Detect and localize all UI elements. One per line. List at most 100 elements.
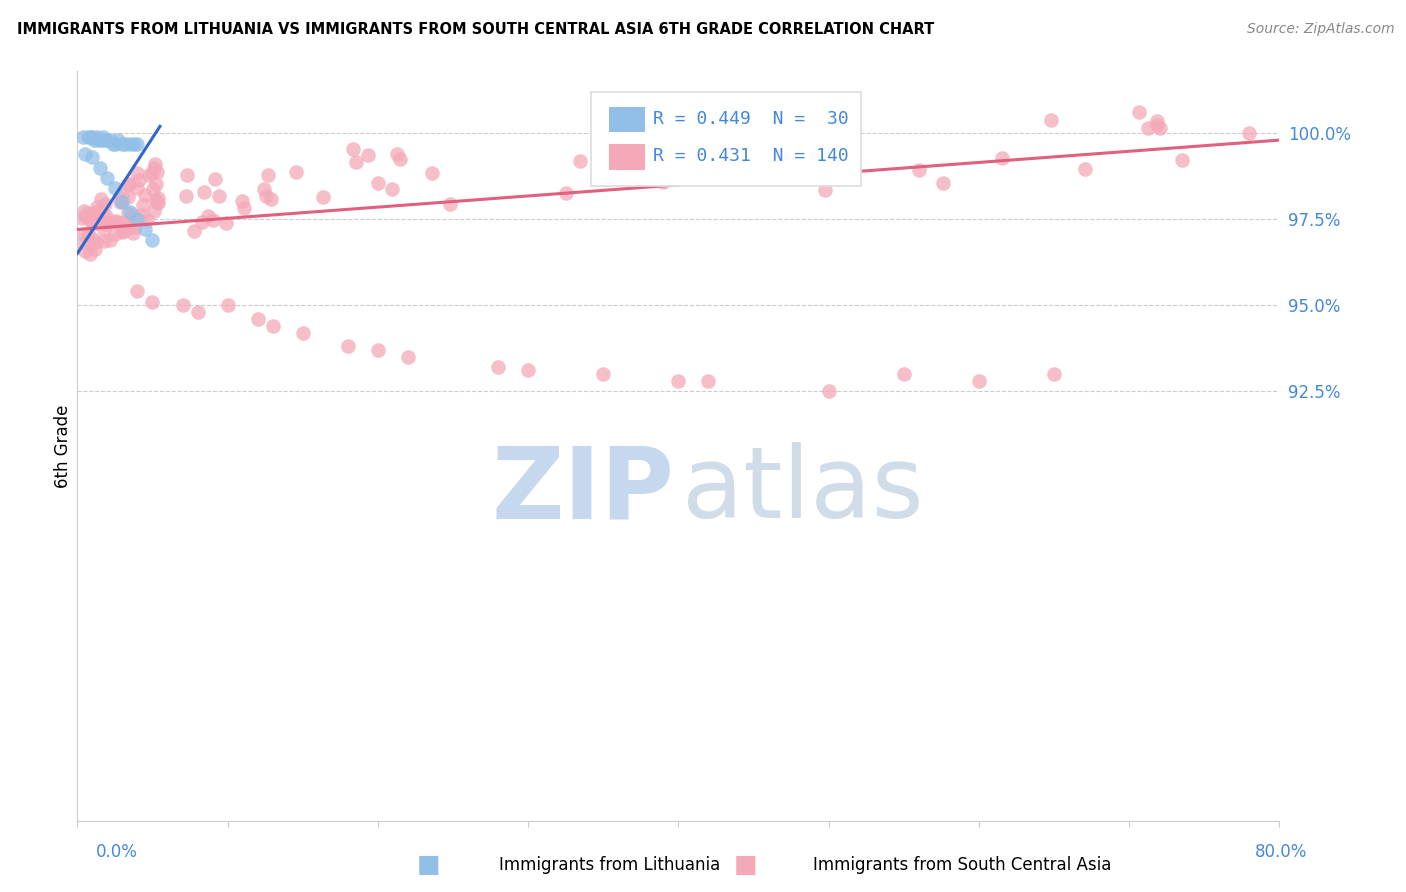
Point xyxy=(367,343,389,357)
Point xyxy=(197,209,219,223)
Point xyxy=(204,172,226,186)
Point xyxy=(117,221,139,235)
Point xyxy=(141,166,163,180)
Text: IMMIGRANTS FROM LITHUANIA VS IMMIGRANTS FROM SOUTH CENTRAL ASIA 6TH GRADE CORREL: IMMIGRANTS FROM LITHUANIA VS IMMIGRANTS … xyxy=(17,22,934,37)
Point xyxy=(385,147,408,161)
Point xyxy=(344,155,367,169)
Point xyxy=(111,187,134,202)
Point xyxy=(122,226,145,240)
Text: 80.0%: 80.0% xyxy=(1256,843,1308,861)
Point xyxy=(202,212,225,227)
Point xyxy=(122,208,145,222)
Point xyxy=(98,233,121,247)
Point xyxy=(108,195,131,210)
Point xyxy=(93,211,115,225)
Point xyxy=(70,211,93,226)
Text: ZIP: ZIP xyxy=(492,442,675,540)
Point xyxy=(420,166,443,180)
Point xyxy=(146,195,169,210)
Point xyxy=(103,136,125,151)
Point xyxy=(367,176,389,190)
Point xyxy=(127,180,149,194)
Point xyxy=(86,129,108,144)
Point xyxy=(73,203,96,218)
Point xyxy=(837,136,859,150)
Point xyxy=(259,192,281,206)
Point xyxy=(146,164,169,178)
Point xyxy=(93,197,115,211)
Point xyxy=(112,224,135,238)
Point xyxy=(114,136,136,151)
Point xyxy=(125,165,148,179)
Point xyxy=(246,311,269,326)
Point xyxy=(117,177,139,191)
Point xyxy=(127,212,149,227)
Point xyxy=(127,136,149,151)
Point xyxy=(131,208,153,222)
Point xyxy=(651,175,673,189)
Point xyxy=(138,168,160,182)
Point xyxy=(336,339,359,353)
Point xyxy=(73,244,96,259)
Point xyxy=(253,181,276,195)
Point xyxy=(124,219,146,234)
Point xyxy=(486,359,509,374)
Text: atlas: atlas xyxy=(682,442,924,540)
Point xyxy=(84,205,107,219)
Text: ■: ■ xyxy=(418,854,440,877)
Point xyxy=(208,188,231,202)
Point xyxy=(96,209,118,223)
Text: R = 0.431  N = 140: R = 0.431 N = 140 xyxy=(654,147,849,165)
Point xyxy=(111,194,134,209)
Point xyxy=(142,182,165,196)
Point xyxy=(98,215,121,229)
Point xyxy=(73,227,96,241)
Point xyxy=(1146,114,1168,128)
Point xyxy=(592,367,614,381)
Point xyxy=(1239,126,1261,140)
Point xyxy=(145,193,167,207)
Point xyxy=(145,177,167,191)
Point xyxy=(569,154,592,169)
Point xyxy=(145,194,167,209)
Point xyxy=(135,213,157,227)
Point xyxy=(77,227,100,241)
Point xyxy=(439,197,461,211)
Point xyxy=(80,213,103,227)
Point xyxy=(285,165,308,179)
Point xyxy=(104,227,127,242)
Point xyxy=(644,148,666,162)
Point xyxy=(1073,162,1095,177)
Point xyxy=(254,188,277,202)
Point xyxy=(186,305,209,319)
Text: Source: ZipAtlas.com: Source: ZipAtlas.com xyxy=(1247,22,1395,37)
Point xyxy=(89,161,111,175)
Point xyxy=(94,217,117,231)
Point xyxy=(554,186,576,200)
Point xyxy=(183,224,205,238)
Point xyxy=(217,298,239,312)
Point xyxy=(82,129,104,144)
Point xyxy=(146,191,169,205)
Point xyxy=(1170,153,1192,167)
Point xyxy=(83,133,105,147)
Point xyxy=(231,194,253,209)
Point xyxy=(118,218,141,232)
Point xyxy=(193,185,215,199)
Point xyxy=(215,216,238,230)
Point xyxy=(907,162,929,177)
Point xyxy=(93,222,115,236)
Point xyxy=(1043,367,1066,381)
Point xyxy=(90,192,112,206)
Point xyxy=(668,374,690,388)
Point xyxy=(80,129,103,144)
FancyBboxPatch shape xyxy=(591,93,860,186)
Point xyxy=(143,157,166,171)
Point xyxy=(73,146,96,161)
Point xyxy=(388,152,411,166)
Point xyxy=(93,234,115,248)
Point xyxy=(128,173,150,187)
Point xyxy=(104,181,127,195)
Point xyxy=(176,169,198,183)
Point xyxy=(118,136,141,151)
